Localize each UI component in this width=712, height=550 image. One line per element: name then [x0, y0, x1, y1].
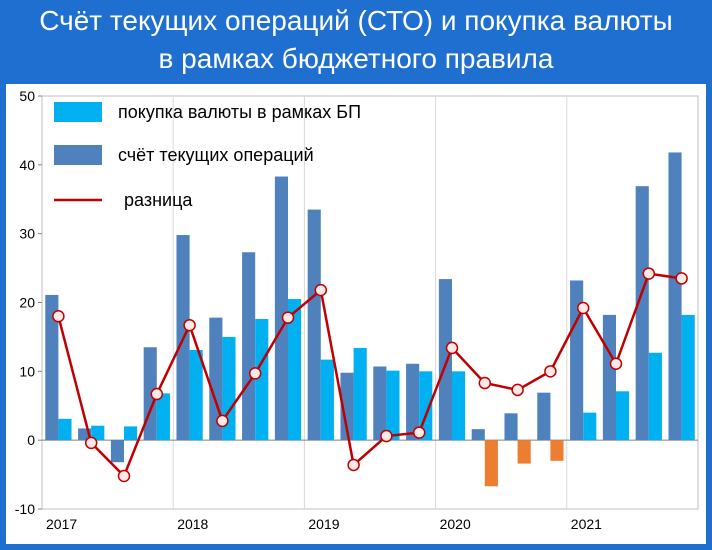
difference-point [380, 429, 393, 443]
chart-title-line-1: Счёт текущих операций (СТО) и покупка ва… [39, 5, 673, 36]
current-account-bar [471, 429, 485, 441]
purchase-bar [386, 370, 400, 441]
difference-point [576, 301, 590, 315]
current-account-bar [504, 413, 518, 441]
current-account-bar [242, 252, 256, 441]
difference-point [544, 365, 557, 378]
difference-point [675, 272, 688, 285]
difference-point [642, 267, 656, 280]
purchase-bar [124, 426, 138, 441]
difference-point [511, 383, 524, 397]
difference-point [445, 341, 459, 355]
difference-point [412, 426, 426, 439]
legend-label-difference: разница [124, 190, 193, 210]
y-tick-label: 50 [19, 88, 35, 104]
difference-point [609, 357, 623, 371]
purchase-bar [353, 347, 367, 441]
current-account-bar [635, 186, 649, 441]
current-account-bar [668, 152, 682, 441]
difference-point [248, 367, 262, 380]
current-account-bar [570, 280, 584, 441]
legend-label-purchase: покупка валюты в рамках БП [118, 102, 361, 122]
purchase-bar [156, 393, 170, 441]
current-account-bar [438, 279, 452, 441]
difference-point [478, 376, 492, 390]
current-account-bar [274, 176, 288, 441]
purchase-bar [681, 314, 695, 441]
y-tick-label: 10 [19, 363, 35, 379]
current-account-bar [78, 428, 92, 441]
current-account-bar [307, 209, 321, 441]
current-account-bar [45, 294, 59, 441]
legend-swatch-current-account [54, 145, 102, 165]
difference-point [281, 311, 295, 324]
x-year-label: 2021 [571, 516, 602, 532]
purchase-bar [288, 299, 302, 441]
difference-point [314, 283, 328, 297]
current-account-bar [110, 440, 124, 463]
y-tick-label: 30 [19, 226, 35, 242]
purchase-bar [550, 440, 564, 461]
difference-point [150, 387, 164, 401]
chart-title: Счёт текущих операций (СТО) и покупка ва… [0, 2, 712, 78]
y-tick-label: -10 [15, 501, 35, 517]
chart-svg: -10 0 10 20 30 40 50 2017 2018 2019 2020 2021 покупк… [15, 88, 699, 532]
purchase-bar [616, 391, 630, 441]
purchase-bar [648, 352, 662, 441]
difference-point [216, 414, 229, 428]
purchase-bar [91, 425, 105, 441]
difference-point [117, 469, 131, 483]
y-tick-label: 40 [19, 157, 35, 173]
purchase-bar [189, 349, 203, 441]
y-tick-label: 20 [19, 295, 35, 311]
purchase-bar [320, 359, 334, 441]
legend-label-current-account: счёт текущих операций [118, 145, 314, 165]
current-account-bar [406, 363, 420, 441]
purchase-bar [255, 319, 269, 441]
purchase-bar [58, 418, 72, 441]
difference-point [183, 318, 196, 332]
difference-point [52, 310, 65, 323]
purchase-bar [583, 412, 597, 441]
difference-point [84, 436, 98, 450]
current-account-bar [537, 392, 551, 441]
x-year-label: 2018 [177, 516, 208, 532]
purchase-bar [484, 440, 498, 487]
chart-title-line-2: в рамках бюджетного правила [158, 43, 554, 74]
difference-point [347, 458, 360, 472]
purchase-bar [452, 371, 466, 441]
y-tick-label: 0 [27, 432, 35, 448]
legend-swatch-purchase [54, 102, 102, 122]
current-account-bar [373, 366, 387, 441]
x-year-label: 2020 [440, 516, 471, 532]
purchase-bar [517, 440, 531, 464]
plot-area: -10 0 10 20 30 40 50 2017 2018 2019 2020 2021 покупк… [6, 84, 706, 544]
difference-line [57, 272, 682, 479]
x-year-label: 2017 [46, 516, 77, 532]
current-account-bar [340, 372, 354, 441]
current-account-bar [602, 314, 616, 441]
x-year-label: 2019 [308, 516, 339, 532]
